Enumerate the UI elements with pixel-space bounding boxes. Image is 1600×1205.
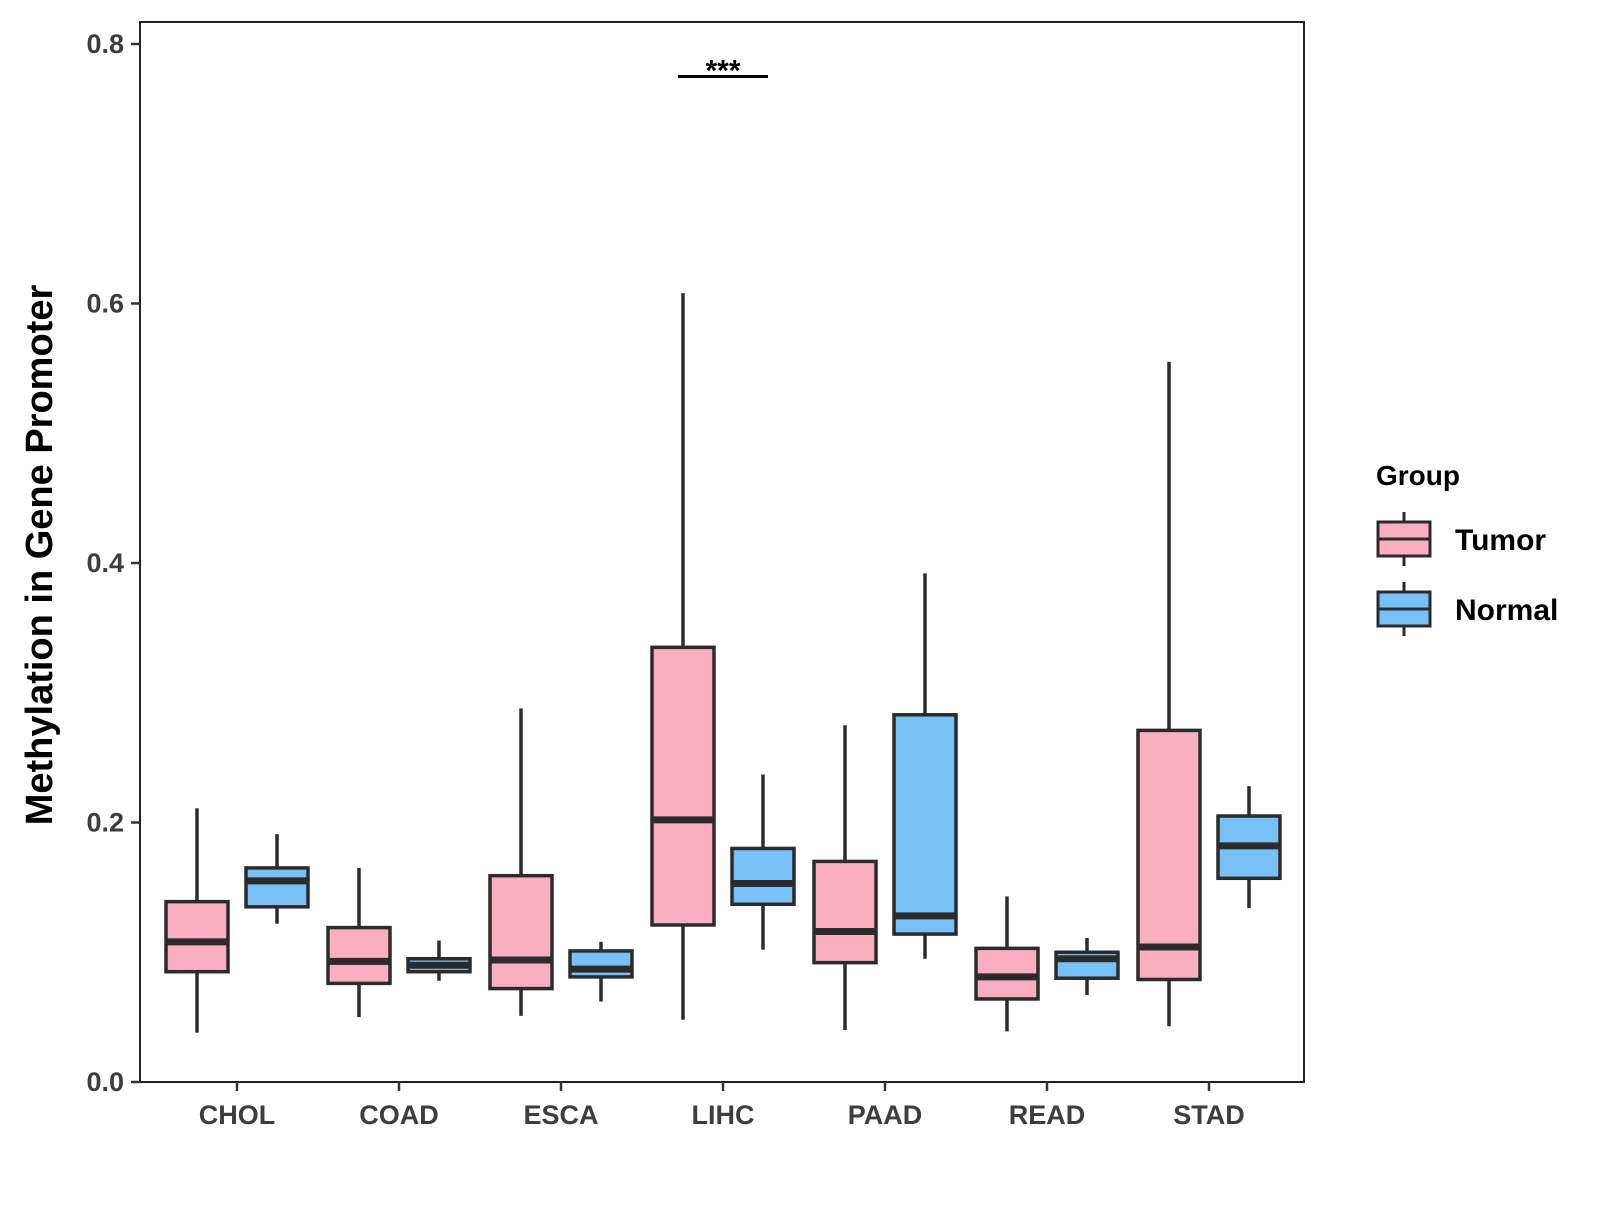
box-tumor-chol: [164, 808, 230, 1033]
box-normal-coad: [406, 940, 472, 981]
box-iqr: [164, 899, 230, 974]
box-tumor-paad: [812, 725, 878, 1031]
box-normal-stad: [1216, 786, 1282, 909]
box-tumor-lihc: [650, 293, 716, 1020]
x-tick-label: CHOL: [199, 1100, 276, 1130]
significance-annotations: ***: [678, 54, 768, 87]
significance-label: ***: [705, 54, 740, 87]
x-tick-label: READ: [1009, 1100, 1086, 1130]
box-iqr: [730, 846, 796, 906]
box-iqr: [892, 713, 958, 936]
legend-item-tumor: Tumor: [1376, 512, 1546, 566]
y-tick-label: 0.6: [86, 289, 124, 319]
box-tumor-coad: [326, 867, 392, 1018]
y-tick-label: 0.8: [86, 29, 124, 59]
box-iqr: [812, 859, 878, 965]
x-tick-label: ESCA: [523, 1100, 598, 1130]
box-tumor-read: [974, 896, 1040, 1032]
x-axis: CHOL COAD ESCA LIHC PAAD READ STAD: [199, 1082, 1245, 1130]
box-normal-paad: [892, 573, 958, 959]
legend-item-normal: Normal: [1376, 582, 1558, 636]
legend: Group Tumor Normal: [1376, 460, 1558, 636]
y-tick-label: 0.4: [86, 548, 124, 578]
box-normal-chol: [244, 834, 310, 924]
box-normal-esca: [568, 941, 634, 1002]
box-tumor-stad: [1136, 361, 1202, 1027]
x-tick-label: LIHC: [692, 1100, 755, 1130]
y-tick-label: 0.2: [86, 808, 124, 838]
box-tumor-esca: [488, 708, 554, 1016]
y-tick-label: 0.0: [86, 1067, 124, 1097]
panel-border: [139, 21, 1305, 1083]
legend-label: Tumor: [1455, 524, 1546, 557]
box-iqr: [568, 949, 634, 979]
box-normal-lihc: [730, 774, 796, 950]
legend-title: Group: [1376, 460, 1460, 491]
y-axis-title: Methylation in Gene Promoter: [19, 285, 61, 826]
y-axis: 0.0 0.2 0.4 0.6 0.8: [86, 29, 140, 1097]
box-iqr: [488, 873, 554, 991]
box-series: [164, 293, 1282, 1033]
box-iqr: [244, 866, 310, 909]
x-tick-label: COAD: [359, 1100, 439, 1130]
plot-panel: [139, 21, 1305, 1083]
x-tick-label: PAAD: [848, 1100, 923, 1130]
box-normal-read: [1054, 937, 1120, 996]
box-iqr: [650, 645, 716, 927]
box-iqr: [326, 925, 392, 986]
x-tick-label: STAD: [1173, 1100, 1245, 1130]
box-iqr: [1136, 728, 1202, 982]
legend-label: Normal: [1455, 594, 1558, 627]
